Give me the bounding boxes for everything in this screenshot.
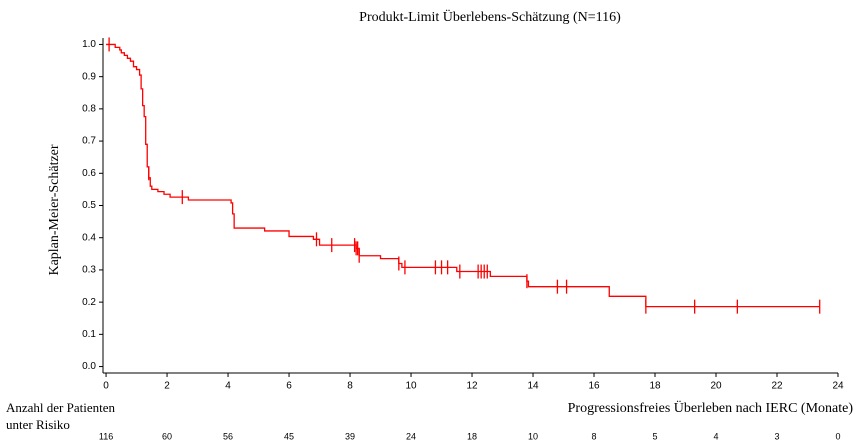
at-risk-count: 116 [99, 431, 113, 441]
x-tick-label: 22 [771, 381, 783, 392]
x-tick-label: 16 [588, 381, 600, 392]
at-risk-label: unter Risiko [6, 417, 70, 432]
at-risk-count: 24 [406, 431, 416, 441]
at-risk-count: 5 [653, 431, 658, 441]
x-tick-label: 6 [286, 381, 292, 392]
x-tick-label: 20 [710, 381, 722, 392]
at-risk-count: 18 [467, 431, 477, 441]
at-risk-label: Anzahl der Patienten [6, 400, 116, 415]
at-risk-count: 3 [774, 431, 779, 441]
y-tick-label: 1.0 [82, 39, 96, 50]
at-risk-count: 8 [592, 431, 597, 441]
y-axis-label: Kaplan-Meier-Schätzer [47, 144, 62, 275]
y-tick-label: 0.3 [82, 265, 96, 276]
x-tick-label: 24 [832, 381, 844, 392]
y-tick-label: 0.0 [82, 361, 96, 372]
x-tick-label: 2 [164, 381, 170, 392]
x-tick-label: 4 [225, 381, 231, 392]
x-axis-label: Progressionsfreies Überleben nach IERC (… [568, 399, 854, 416]
chart-title: Produkt-Limit Überlebens-Schätzung (N=11… [359, 8, 621, 25]
y-tick-label: 0.7 [82, 136, 96, 147]
x-tick-label: 8 [347, 381, 353, 392]
y-tick-label: 0.9 [82, 71, 96, 82]
at-risk-count: 10 [528, 431, 538, 441]
x-tick-label: 10 [405, 381, 417, 392]
y-tick-label: 0.2 [82, 297, 96, 308]
y-tick-label: 0.5 [82, 200, 96, 211]
at-risk-count: 0 [835, 431, 840, 441]
y-tick-label: 0.1 [82, 329, 96, 340]
at-risk-count: 60 [162, 431, 172, 441]
at-risk-count: 45 [284, 431, 294, 441]
y-tick-label: 0.4 [82, 232, 96, 243]
y-tick-label: 0.6 [82, 168, 96, 179]
at-risk-count: 39 [345, 431, 355, 441]
x-tick-label: 14 [527, 381, 539, 392]
at-risk-count: 4 [714, 431, 719, 441]
x-tick-label: 18 [649, 381, 661, 392]
y-tick-label: 0.8 [82, 104, 96, 115]
at-risk-count: 56 [223, 431, 233, 441]
x-tick-label: 12 [466, 381, 478, 392]
x-tick-label: 0 [103, 381, 109, 392]
survival-curve [106, 43, 820, 308]
